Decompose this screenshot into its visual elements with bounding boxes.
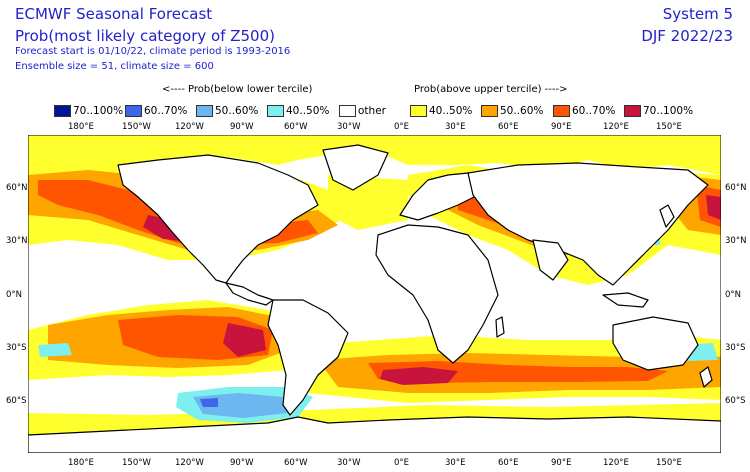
- legend-item-above-50-60: 50..60%: [481, 104, 543, 118]
- legend-item-above-70-100: 70..100%: [624, 104, 693, 118]
- legend-label: 40..50%: [286, 105, 330, 117]
- lon-label-top: 90°W: [230, 122, 254, 132]
- lat-label-left: 60°S: [6, 396, 27, 406]
- legend-item-above-40-50: 40..50%: [410, 104, 472, 118]
- lon-label-top: 90°E: [551, 122, 572, 132]
- lon-label-bottom: 90°W: [230, 458, 254, 468]
- lon-label-bottom: 60°E: [498, 458, 519, 468]
- southeast-asia-islands: [602, 292, 649, 308]
- east-asia-core: [706, 195, 721, 220]
- antarctica: [28, 416, 721, 453]
- lat-label-right: 0°N: [725, 290, 742, 300]
- legend-item-below-60-70: 60..70%: [125, 104, 187, 118]
- lon-label-top: 180°E: [68, 122, 94, 132]
- probability-map: [28, 135, 721, 453]
- southern-ocean-core: [380, 367, 458, 385]
- ensemble-size-info: Ensemble size = 51, climate size = 600: [15, 61, 214, 72]
- legend-label: 40..50%: [429, 105, 473, 117]
- legend-swatch: [125, 105, 142, 117]
- india: [532, 239, 569, 281]
- lon-label-bottom: 60°W: [284, 458, 308, 468]
- legend-swatch: [410, 105, 427, 117]
- lat-label-right: 30°S: [725, 343, 746, 353]
- below-60-70-south-pacific: [200, 398, 218, 407]
- legend-label: 70..100%: [73, 105, 124, 117]
- central-america: [225, 282, 274, 306]
- japan: [659, 204, 675, 228]
- lon-label-bottom: 30°W: [337, 458, 361, 468]
- below-40-50-pacific: [38, 343, 72, 357]
- legend-swatch: [553, 105, 570, 117]
- asia: [467, 162, 709, 286]
- lon-label-top: 150°W: [122, 122, 151, 132]
- legend-swatch: [339, 105, 356, 117]
- lon-label-top: 0°E: [394, 122, 410, 132]
- lon-label-bottom: 150°W: [122, 458, 151, 468]
- coastlines: [28, 144, 721, 453]
- lon-label-top: 60°E: [498, 122, 519, 132]
- below-tercile-caption: <---- Prob(below lower tercile): [162, 84, 313, 95]
- forecast-title: ECMWF Seasonal Forecast: [15, 5, 213, 23]
- forecast-subtitle: Prob(most likely category of Z500): [15, 27, 275, 45]
- legend-swatch: [196, 105, 213, 117]
- australia: [612, 316, 699, 371]
- season-label: DJF 2022/23: [641, 27, 733, 45]
- legend-swatch: [267, 105, 284, 117]
- legend-item-below-50-60: 50..60%: [196, 104, 258, 118]
- legend-item-above-60-70: 60..70%: [553, 104, 615, 118]
- legend-label: 60..70%: [144, 105, 188, 117]
- lon-label-top: 120°E: [603, 122, 629, 132]
- lat-label-right: 30°N: [725, 236, 747, 246]
- lon-label-top: 150°E: [656, 122, 682, 132]
- lon-label-bottom: 120°E: [603, 458, 629, 468]
- legend-item-below-70-100: 70..100%: [54, 104, 123, 118]
- legend-swatch: [624, 105, 641, 117]
- lat-label-left: 60°N: [6, 183, 28, 193]
- lon-label-bottom: 120°W: [175, 458, 204, 468]
- color-legend: 70..100% 60..70% 50..60% 40..50% other 4…: [0, 104, 750, 120]
- lon-label-top: 60°W: [284, 122, 308, 132]
- lat-label-left: 30°S: [6, 343, 27, 353]
- legend-swatch: [54, 105, 71, 117]
- legend-label: 50..60%: [500, 105, 544, 117]
- new-zealand: [699, 366, 713, 388]
- lat-label-right: 60°N: [725, 183, 747, 193]
- lat-label-right: 60°S: [725, 396, 746, 406]
- forecast-start-info: Forecast start is 01/10/22, climate peri…: [15, 46, 291, 57]
- greenland: [322, 144, 389, 191]
- legend-swatch: [481, 105, 498, 117]
- system-label: System 5: [662, 5, 733, 23]
- lat-label-left: 30°N: [6, 236, 28, 246]
- legend-item-other: other: [339, 104, 386, 118]
- legend-label: 60..70%: [572, 105, 616, 117]
- lon-label-bottom: 150°E: [656, 458, 682, 468]
- north-america: [117, 154, 319, 284]
- lon-label-bottom: 90°E: [551, 458, 572, 468]
- madagascar: [495, 316, 505, 338]
- legend-label: 70..100%: [643, 105, 694, 117]
- africa: [375, 224, 499, 364]
- subtropical-atlantic: [328, 175, 408, 230]
- legend-item-below-40-50: 40..50%: [267, 104, 329, 118]
- lon-label-top: 30°W: [337, 122, 361, 132]
- lon-label-bottom: 180°E: [68, 458, 94, 468]
- south-america: [267, 299, 349, 416]
- legend-label: 50..60%: [215, 105, 259, 117]
- above-tercile-caption: Prob(above upper tercile) ---->: [414, 84, 568, 95]
- lon-label-bottom: 30°E: [445, 458, 466, 468]
- south-pacific-core: [223, 323, 266, 357]
- legend-label: other: [358, 105, 386, 117]
- lon-label-bottom: 0°E: [394, 458, 410, 468]
- lon-label-top: 120°W: [175, 122, 204, 132]
- lon-label-top: 30°E: [445, 122, 466, 132]
- lat-label-left: 0°N: [6, 290, 23, 300]
